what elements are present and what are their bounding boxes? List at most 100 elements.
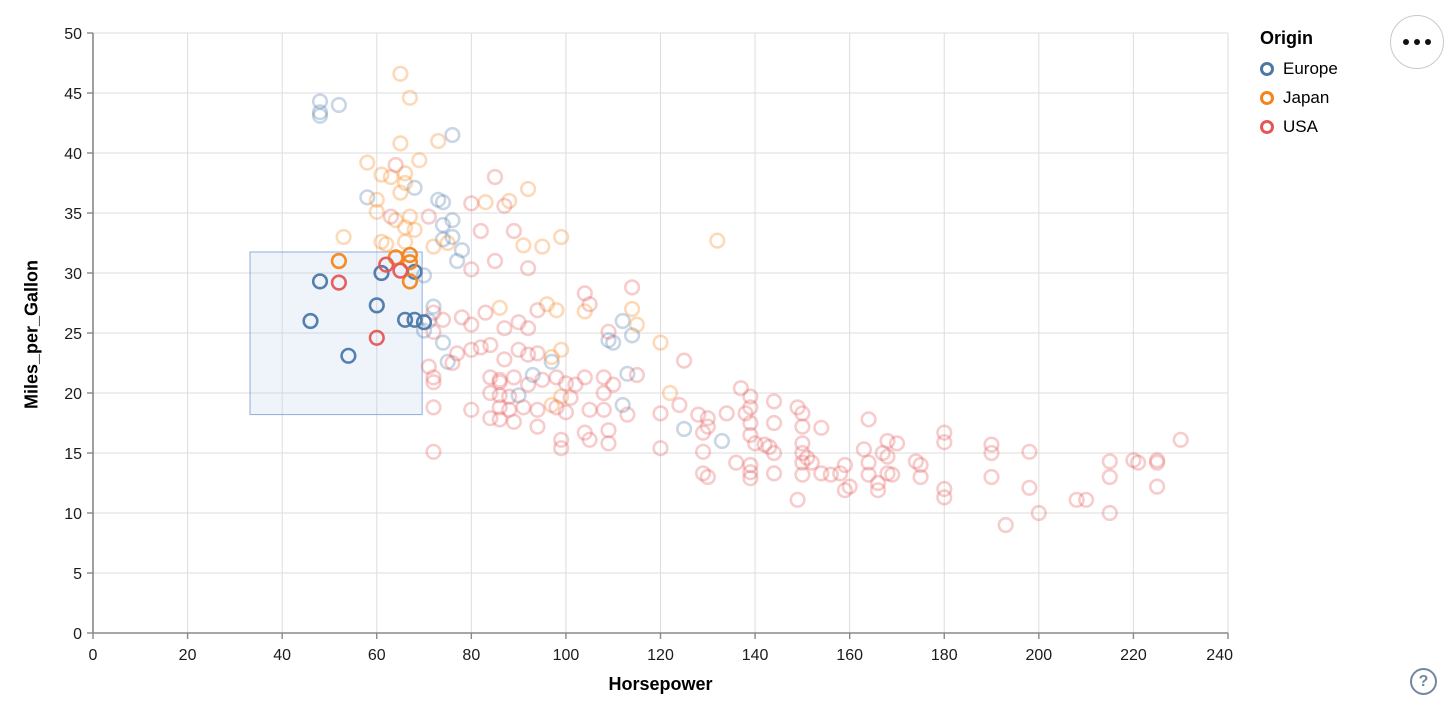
brush-selection[interactable] — [249, 251, 423, 416]
data-point — [491, 399, 508, 416]
data-point — [378, 236, 395, 253]
y-axis: 0 5 10 15 20 25 30 35 40 45 50 — [64, 26, 93, 643]
data-point — [836, 456, 854, 474]
data-point — [936, 434, 953, 451]
data-point — [912, 468, 929, 486]
y-axis-title: Miles_per_Gallon — [21, 259, 42, 410]
data-point — [538, 296, 556, 313]
data-point — [397, 311, 414, 328]
data-point — [311, 93, 329, 110]
data-point — [330, 96, 348, 114]
data-point — [600, 435, 617, 452]
data-point — [519, 320, 537, 337]
x-tick-label: 20 — [179, 647, 197, 664]
data-point — [1021, 479, 1038, 496]
data-point — [510, 314, 527, 331]
data-point — [798, 449, 816, 466]
data-point — [652, 334, 669, 351]
data-point — [411, 152, 428, 169]
data-point — [496, 197, 513, 214]
data-point — [576, 285, 593, 302]
data-point — [491, 387, 508, 404]
data-point — [553, 341, 570, 358]
data-point — [491, 411, 508, 428]
data-point — [368, 203, 385, 220]
data-point — [463, 261, 480, 278]
data-point — [444, 212, 461, 229]
data-point — [392, 184, 409, 201]
data-point — [430, 132, 447, 150]
data-point — [699, 468, 716, 486]
data-point — [482, 336, 499, 354]
data-point — [794, 444, 811, 462]
data-point — [997, 516, 1014, 534]
data-point — [401, 273, 419, 290]
data-point — [600, 332, 617, 349]
legend-item-japan[interactable]: Japan — [1260, 88, 1390, 108]
data-point — [765, 414, 783, 432]
data-point — [581, 296, 598, 313]
data-point — [401, 254, 419, 271]
y-tick-label: 10 — [64, 506, 82, 523]
help-button[interactable]: ? — [1410, 668, 1437, 695]
data-point — [576, 369, 593, 386]
x-tick-label: 160 — [836, 647, 863, 664]
data-point — [1101, 453, 1118, 470]
legend-label: Japan — [1283, 88, 1330, 107]
data-point — [1148, 452, 1166, 469]
legend-item-europe[interactable]: Europe — [1260, 59, 1390, 79]
data-point — [581, 431, 598, 448]
data-point — [832, 465, 849, 482]
y-tick-label: 35 — [64, 206, 82, 223]
data-point — [397, 219, 414, 236]
data-point — [907, 453, 925, 470]
data-point — [529, 401, 546, 418]
data-point — [463, 316, 480, 333]
data-point — [794, 405, 811, 422]
data-point — [879, 448, 896, 465]
data-point — [529, 302, 546, 319]
data-point — [529, 418, 546, 435]
data-point — [335, 228, 352, 246]
data-point — [1030, 504, 1047, 522]
data-point — [430, 191, 447, 208]
chart-menu-button[interactable] — [1390, 15, 1444, 69]
data-point — [728, 454, 745, 471]
data-point — [562, 389, 579, 406]
data-point — [860, 454, 877, 471]
data-point — [789, 491, 806, 508]
data-point — [936, 489, 953, 506]
data-point — [803, 454, 820, 471]
data-point — [553, 431, 570, 448]
data-point — [477, 304, 494, 321]
data-point — [553, 440, 570, 457]
x-tick-label: 200 — [1025, 647, 1052, 664]
legend-symbol-icon — [1260, 62, 1274, 76]
data-point — [567, 376, 584, 393]
y-tick-label: 20 — [64, 386, 82, 403]
data-point — [699, 410, 716, 427]
x-tick-label: 180 — [931, 647, 958, 664]
data-point — [879, 432, 896, 450]
data-point — [302, 312, 319, 330]
data-point — [515, 399, 532, 416]
data-point — [519, 376, 537, 393]
x-tick-label: 240 — [1206, 647, 1233, 664]
data-point — [439, 353, 456, 370]
data-point — [732, 380, 750, 397]
data-point — [392, 135, 409, 152]
data-point — [794, 454, 811, 471]
data-point — [515, 237, 532, 254]
data-point — [813, 465, 830, 482]
data-point — [491, 374, 508, 391]
data-point — [860, 411, 877, 428]
data-point — [434, 231, 452, 248]
data-point — [746, 435, 764, 452]
data-point — [330, 252, 348, 270]
data-point — [496, 320, 513, 337]
y-tick-label: 0 — [73, 626, 82, 643]
data-point — [425, 238, 442, 255]
data-point — [444, 354, 461, 372]
legend-item-usa[interactable]: USA — [1260, 117, 1390, 137]
